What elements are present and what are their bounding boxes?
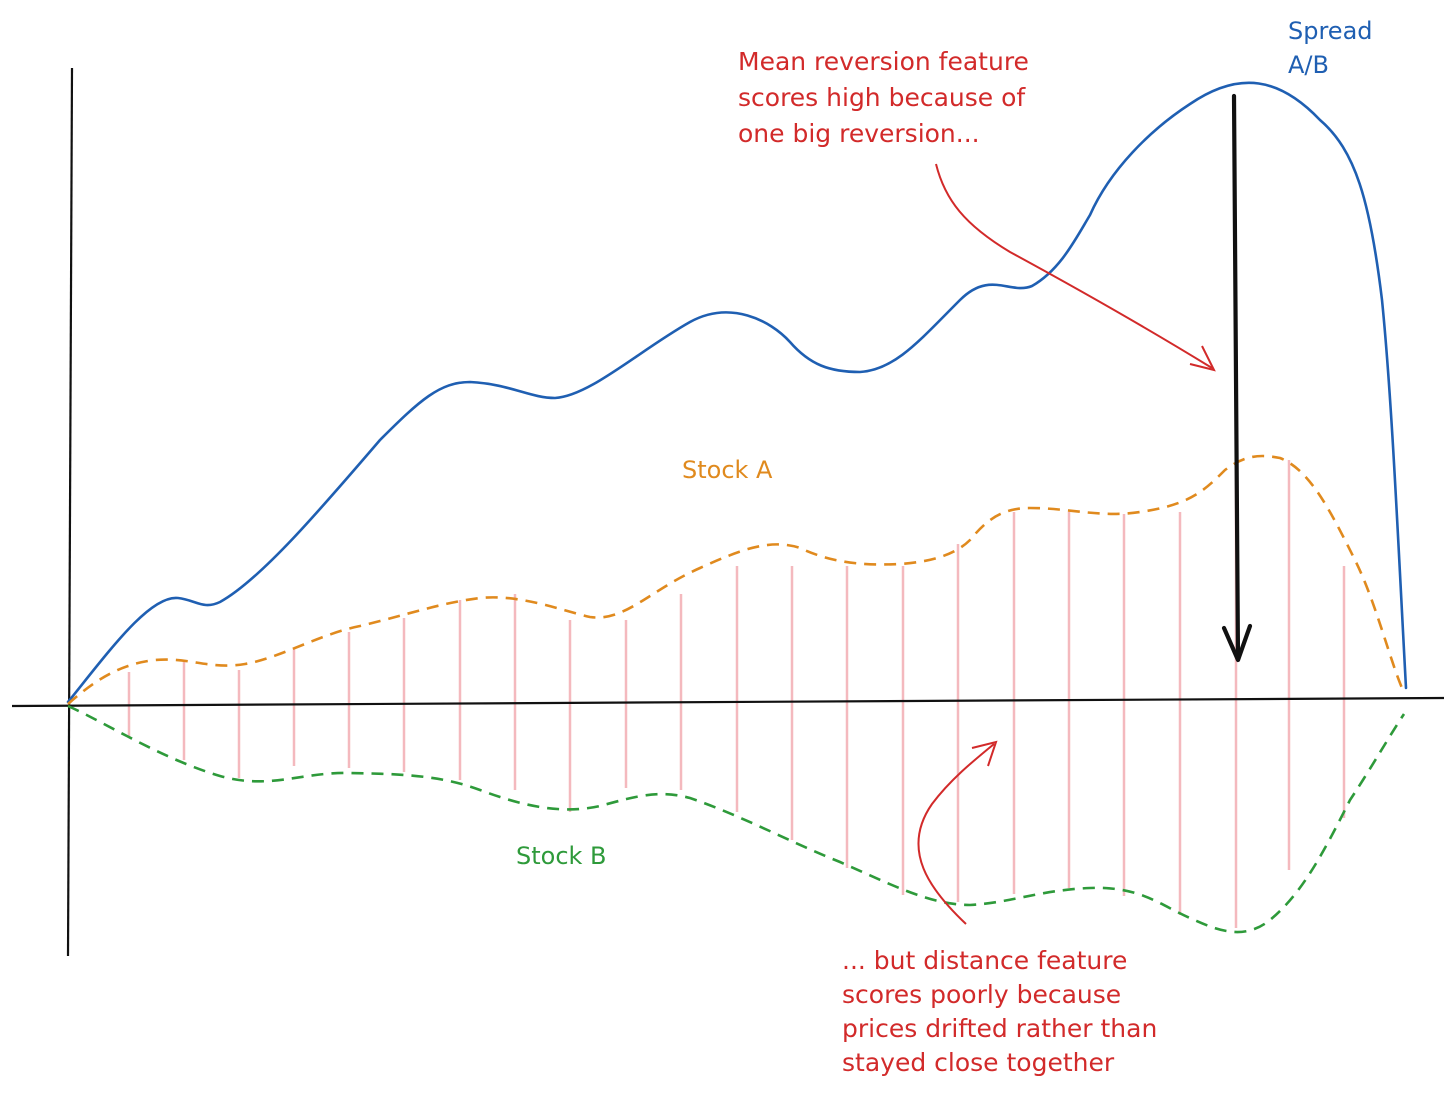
stock-b-curve xyxy=(67,704,1406,934)
annotation-arrow-bottom xyxy=(917,743,995,925)
spread-label: Spread A/B xyxy=(1288,17,1373,79)
y-axis xyxy=(66,67,74,957)
annotation-arrow-bottom-head xyxy=(971,740,998,767)
x-axis xyxy=(11,696,1445,708)
stock-a-label: Stock A xyxy=(682,456,773,484)
stock-b-label: Stock B xyxy=(516,842,607,870)
stock-a-curve xyxy=(67,454,1404,705)
annotation-arrow-top xyxy=(935,163,1213,369)
mean-reversion-note: Mean reversion feature scores high becau… xyxy=(738,47,1029,148)
annotation-arrow-top-head xyxy=(1189,345,1216,372)
distance-bars xyxy=(127,456,1346,928)
spread-curve xyxy=(66,81,1408,704)
reversion-arrow xyxy=(1231,93,1241,661)
distance-feature-note: ... but distance feature scores poorly b… xyxy=(842,946,1158,1077)
reversion-arrow-head xyxy=(1221,623,1253,663)
